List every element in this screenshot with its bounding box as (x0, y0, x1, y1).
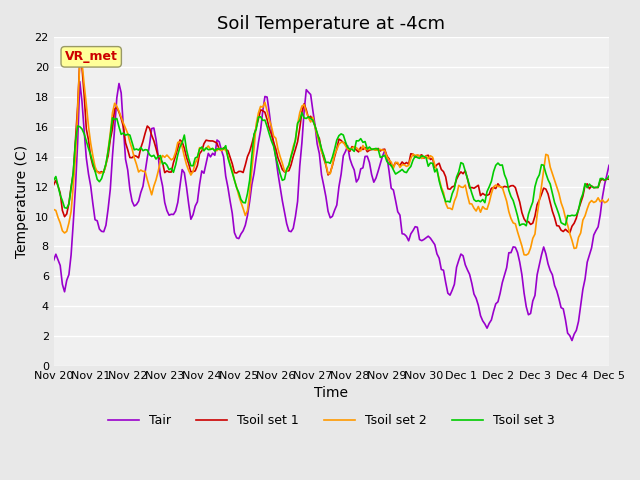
Tsoil set 3 (292, 137, 300, 143)
Tsoil set 1 (605, 177, 613, 182)
Tsoil set 3 (50, 177, 58, 183)
Y-axis label: Temperature (C): Temperature (C) (15, 145, 29, 258)
Tsoil set 2 (76, 58, 84, 64)
Tair (294, 199, 301, 204)
Tair (257, 127, 264, 133)
Tair (263, 94, 271, 100)
Tsoil set 3 (605, 173, 613, 179)
Tsoil set 2 (522, 252, 530, 258)
Tair (326, 215, 334, 221)
Line: Tsoil set 3: Tsoil set 3 (54, 113, 609, 226)
Tsoil set 2 (326, 171, 334, 177)
Tair (503, 265, 511, 271)
Tsoil set 1 (263, 117, 271, 122)
Tsoil set 2 (226, 161, 234, 167)
Tsoil set 1 (50, 182, 58, 188)
Line: Tsoil set 1: Tsoil set 1 (54, 60, 609, 233)
Line: Tsoil set 2: Tsoil set 2 (54, 61, 609, 255)
Tsoil set 3 (255, 114, 262, 120)
Tair (605, 163, 613, 168)
Tsoil set 3 (298, 110, 306, 116)
Tair (226, 198, 234, 204)
Tsoil set 3 (224, 155, 232, 161)
Tsoil set 1 (503, 184, 511, 190)
Tsoil set 3 (503, 177, 511, 183)
X-axis label: Time: Time (314, 386, 348, 400)
Legend: Tair, Tsoil set 1, Tsoil set 2, Tsoil set 3: Tair, Tsoil set 1, Tsoil set 2, Tsoil se… (102, 409, 560, 432)
Tsoil set 1 (257, 107, 264, 113)
Text: VR_met: VR_met (65, 50, 118, 63)
Tsoil set 2 (503, 198, 511, 204)
Tsoil set 2 (263, 108, 271, 114)
Tsoil set 3 (522, 223, 530, 228)
Tsoil set 1 (566, 230, 573, 236)
Tsoil set 1 (294, 139, 301, 144)
Tair (50, 257, 58, 263)
Tsoil set 2 (294, 122, 301, 128)
Tsoil set 1 (326, 169, 334, 175)
Tsoil set 3 (326, 160, 334, 166)
Tair (568, 337, 576, 343)
Tsoil set 3 (261, 117, 269, 123)
Line: Tair: Tair (54, 82, 609, 340)
Tsoil set 2 (257, 104, 264, 109)
Title: Soil Temperature at -4cm: Soil Temperature at -4cm (218, 15, 445, 33)
Tsoil set 2 (50, 206, 58, 212)
Tair (76, 79, 84, 84)
Tsoil set 2 (605, 196, 613, 202)
Tsoil set 1 (76, 58, 84, 63)
Tsoil set 1 (226, 155, 234, 160)
